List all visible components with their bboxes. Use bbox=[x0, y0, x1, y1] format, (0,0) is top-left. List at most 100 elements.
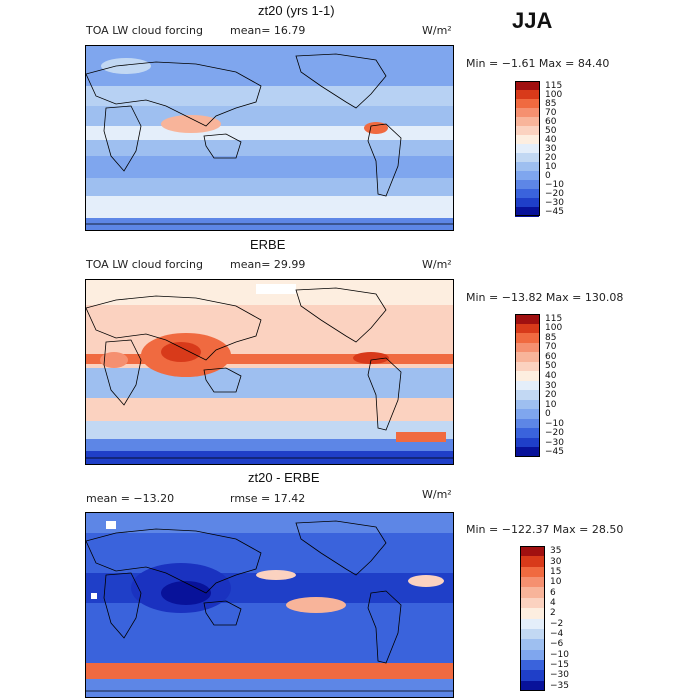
panel-2-antarctic-band bbox=[86, 451, 453, 464]
colorbar-swatch bbox=[520, 639, 544, 651]
colorbar-swatch bbox=[515, 314, 539, 325]
colorbar-swatch bbox=[515, 135, 539, 145]
colorbar-tick-label: 15 bbox=[550, 566, 562, 577]
panel-2-minmax: Min = −13.82 Max = 130.08 bbox=[466, 291, 624, 304]
colorbar-swatch bbox=[515, 153, 539, 163]
panel-1-map-svg bbox=[86, 46, 453, 230]
colorbar-tick-label: −30 bbox=[545, 437, 564, 448]
panel-2-southern-ocean-band bbox=[86, 439, 453, 451]
panel-2-missing-data-patch bbox=[256, 284, 296, 294]
colorbar-tick-label: 0 bbox=[545, 409, 551, 420]
panel-2-midlat-band bbox=[86, 405, 453, 421]
panel-3-warm-pool-core bbox=[161, 581, 211, 605]
colorbar-swatch bbox=[515, 447, 539, 458]
panel-2-itcz-band bbox=[86, 354, 453, 364]
colorbar-swatch bbox=[515, 126, 539, 136]
colorbar-tick-label: 115 bbox=[545, 313, 563, 324]
colorbar-tick-label: −30 bbox=[545, 197, 564, 208]
colorbar-swatch bbox=[515, 399, 539, 410]
colorbar-tick-label: −10 bbox=[545, 418, 564, 429]
panel-2-africa-blob bbox=[100, 352, 128, 368]
colorbar-tick-label: −4 bbox=[550, 629, 564, 640]
panel-1-itcz-band bbox=[86, 126, 453, 140]
panel-2-south-band bbox=[86, 421, 453, 439]
colorbar-swatch bbox=[515, 108, 539, 118]
panel-3-arctic-band bbox=[86, 513, 453, 533]
colorbar-tick-label: 20 bbox=[545, 390, 557, 401]
colorbar-tick-label: 40 bbox=[545, 134, 557, 145]
colorbar-swatch bbox=[515, 117, 539, 127]
colorbar-tick-label: −20 bbox=[545, 428, 564, 439]
panel-1-map bbox=[85, 45, 454, 231]
colorbar-swatch bbox=[515, 409, 539, 420]
colorbar-swatch bbox=[515, 90, 539, 100]
colorbar-swatch bbox=[515, 390, 539, 401]
colorbar-tick-label: 50 bbox=[545, 125, 557, 136]
panel-3-title: zt20 - ERBE bbox=[248, 470, 320, 485]
colorbar-tick-label: 85 bbox=[545, 332, 557, 343]
panel-3-coastlines bbox=[86, 520, 453, 692]
panel-3-antarctic-band bbox=[86, 679, 453, 697]
colorbar-tick-label: −2 bbox=[550, 618, 564, 629]
colorbar-swatch bbox=[520, 566, 544, 578]
panel-3-atlantic-blob bbox=[408, 575, 444, 587]
panel-1-colorbar: 115 100 85 70 60 50 40 30 20 10 0 −10 −20 −30 −45 bbox=[515, 81, 585, 217]
panel-1-title: zt20 (yrs 1-1) bbox=[258, 3, 335, 18]
panel-2-subtrop-band bbox=[86, 368, 453, 398]
colorbar-tick-label: 2 bbox=[550, 608, 556, 619]
colorbar-swatch bbox=[515, 418, 539, 429]
colorbar-tick-label: −15 bbox=[550, 660, 569, 671]
colorbar-swatch bbox=[515, 380, 539, 391]
colorbar-tick-label: 30 bbox=[545, 380, 557, 391]
colorbar-tick-label: 0 bbox=[545, 170, 551, 181]
colorbar-tick-label: 60 bbox=[545, 351, 557, 362]
colorbar-tick-label: 70 bbox=[545, 342, 557, 353]
panel-2-field-label: TOA LW cloud forcing bbox=[86, 258, 203, 271]
colorbar-swatch bbox=[515, 361, 539, 372]
colorbar-tick-label: 35 bbox=[550, 546, 562, 557]
colorbar-tick-label: 100 bbox=[545, 323, 563, 334]
colorbar-swatch bbox=[520, 628, 544, 640]
panel-2-units: W/m² bbox=[422, 258, 452, 271]
colorbar-swatch bbox=[520, 649, 544, 661]
panel-1-subtrop-band bbox=[86, 156, 453, 178]
panel-3-east-pacific-blob bbox=[286, 597, 346, 613]
colorbar-swatch bbox=[515, 323, 539, 334]
season-label: JJA bbox=[512, 8, 553, 33]
panel-2-colorbar: 115 100 85 70 60 50 40 30 20 10 0 −10 −20 −30 −45 bbox=[515, 313, 585, 458]
colorbar-tick-label: 40 bbox=[545, 370, 557, 381]
panel-3-map-svg bbox=[86, 513, 453, 697]
panel-1-coastlines bbox=[86, 53, 453, 225]
panel-3-minmax: Min = −122.37 Max = 28.50 bbox=[466, 523, 624, 536]
colorbar-swatch bbox=[515, 437, 539, 448]
panel-2-mean: mean= 29.99 bbox=[230, 258, 306, 271]
colorbar-tick-label: 4 bbox=[550, 597, 556, 608]
panel-2-central-america-blob bbox=[353, 352, 389, 364]
colorbar-swatch bbox=[520, 556, 544, 568]
colorbar-swatch bbox=[515, 198, 539, 208]
colorbar-swatch bbox=[515, 207, 539, 217]
panel-1-minmax: Min = −1.61 Max = 84.40 bbox=[466, 57, 610, 70]
colorbar-swatch bbox=[520, 618, 544, 630]
colorbar-swatch bbox=[520, 608, 544, 619]
colorbar-swatch bbox=[515, 352, 539, 363]
colorbar-swatch bbox=[520, 680, 544, 692]
panel-3-units: W/m² bbox=[422, 488, 452, 501]
colorbar-tick-label: 6 bbox=[550, 587, 556, 598]
colorbar-swatch bbox=[520, 659, 544, 671]
panel-2-warm-pool-core bbox=[161, 342, 201, 362]
colorbar-tick-label: 30 bbox=[550, 556, 562, 567]
colorbar-swatch bbox=[515, 171, 539, 181]
panel-1-arctic-patch bbox=[101, 58, 151, 74]
colorbar-swatch bbox=[520, 587, 544, 599]
panel-1-central-america-blob bbox=[364, 122, 388, 134]
colorbar-tick-label: −45 bbox=[545, 447, 564, 458]
panel-2-title: ERBE bbox=[250, 237, 286, 252]
colorbar-swatch bbox=[515, 144, 539, 154]
panel-3-map bbox=[85, 512, 454, 698]
panel-3-colorbar: 35 30 15 10 6 4 2 −2 −4 −6 −10 −15 −30 −35 bbox=[520, 546, 590, 692]
colorbar-tick-label: 10 bbox=[545, 399, 557, 410]
colorbar-tick-label: −35 bbox=[550, 680, 569, 691]
colorbar-tick-label: 85 bbox=[545, 98, 557, 109]
panel-3-rmse: rmse = 17.42 bbox=[230, 492, 306, 505]
